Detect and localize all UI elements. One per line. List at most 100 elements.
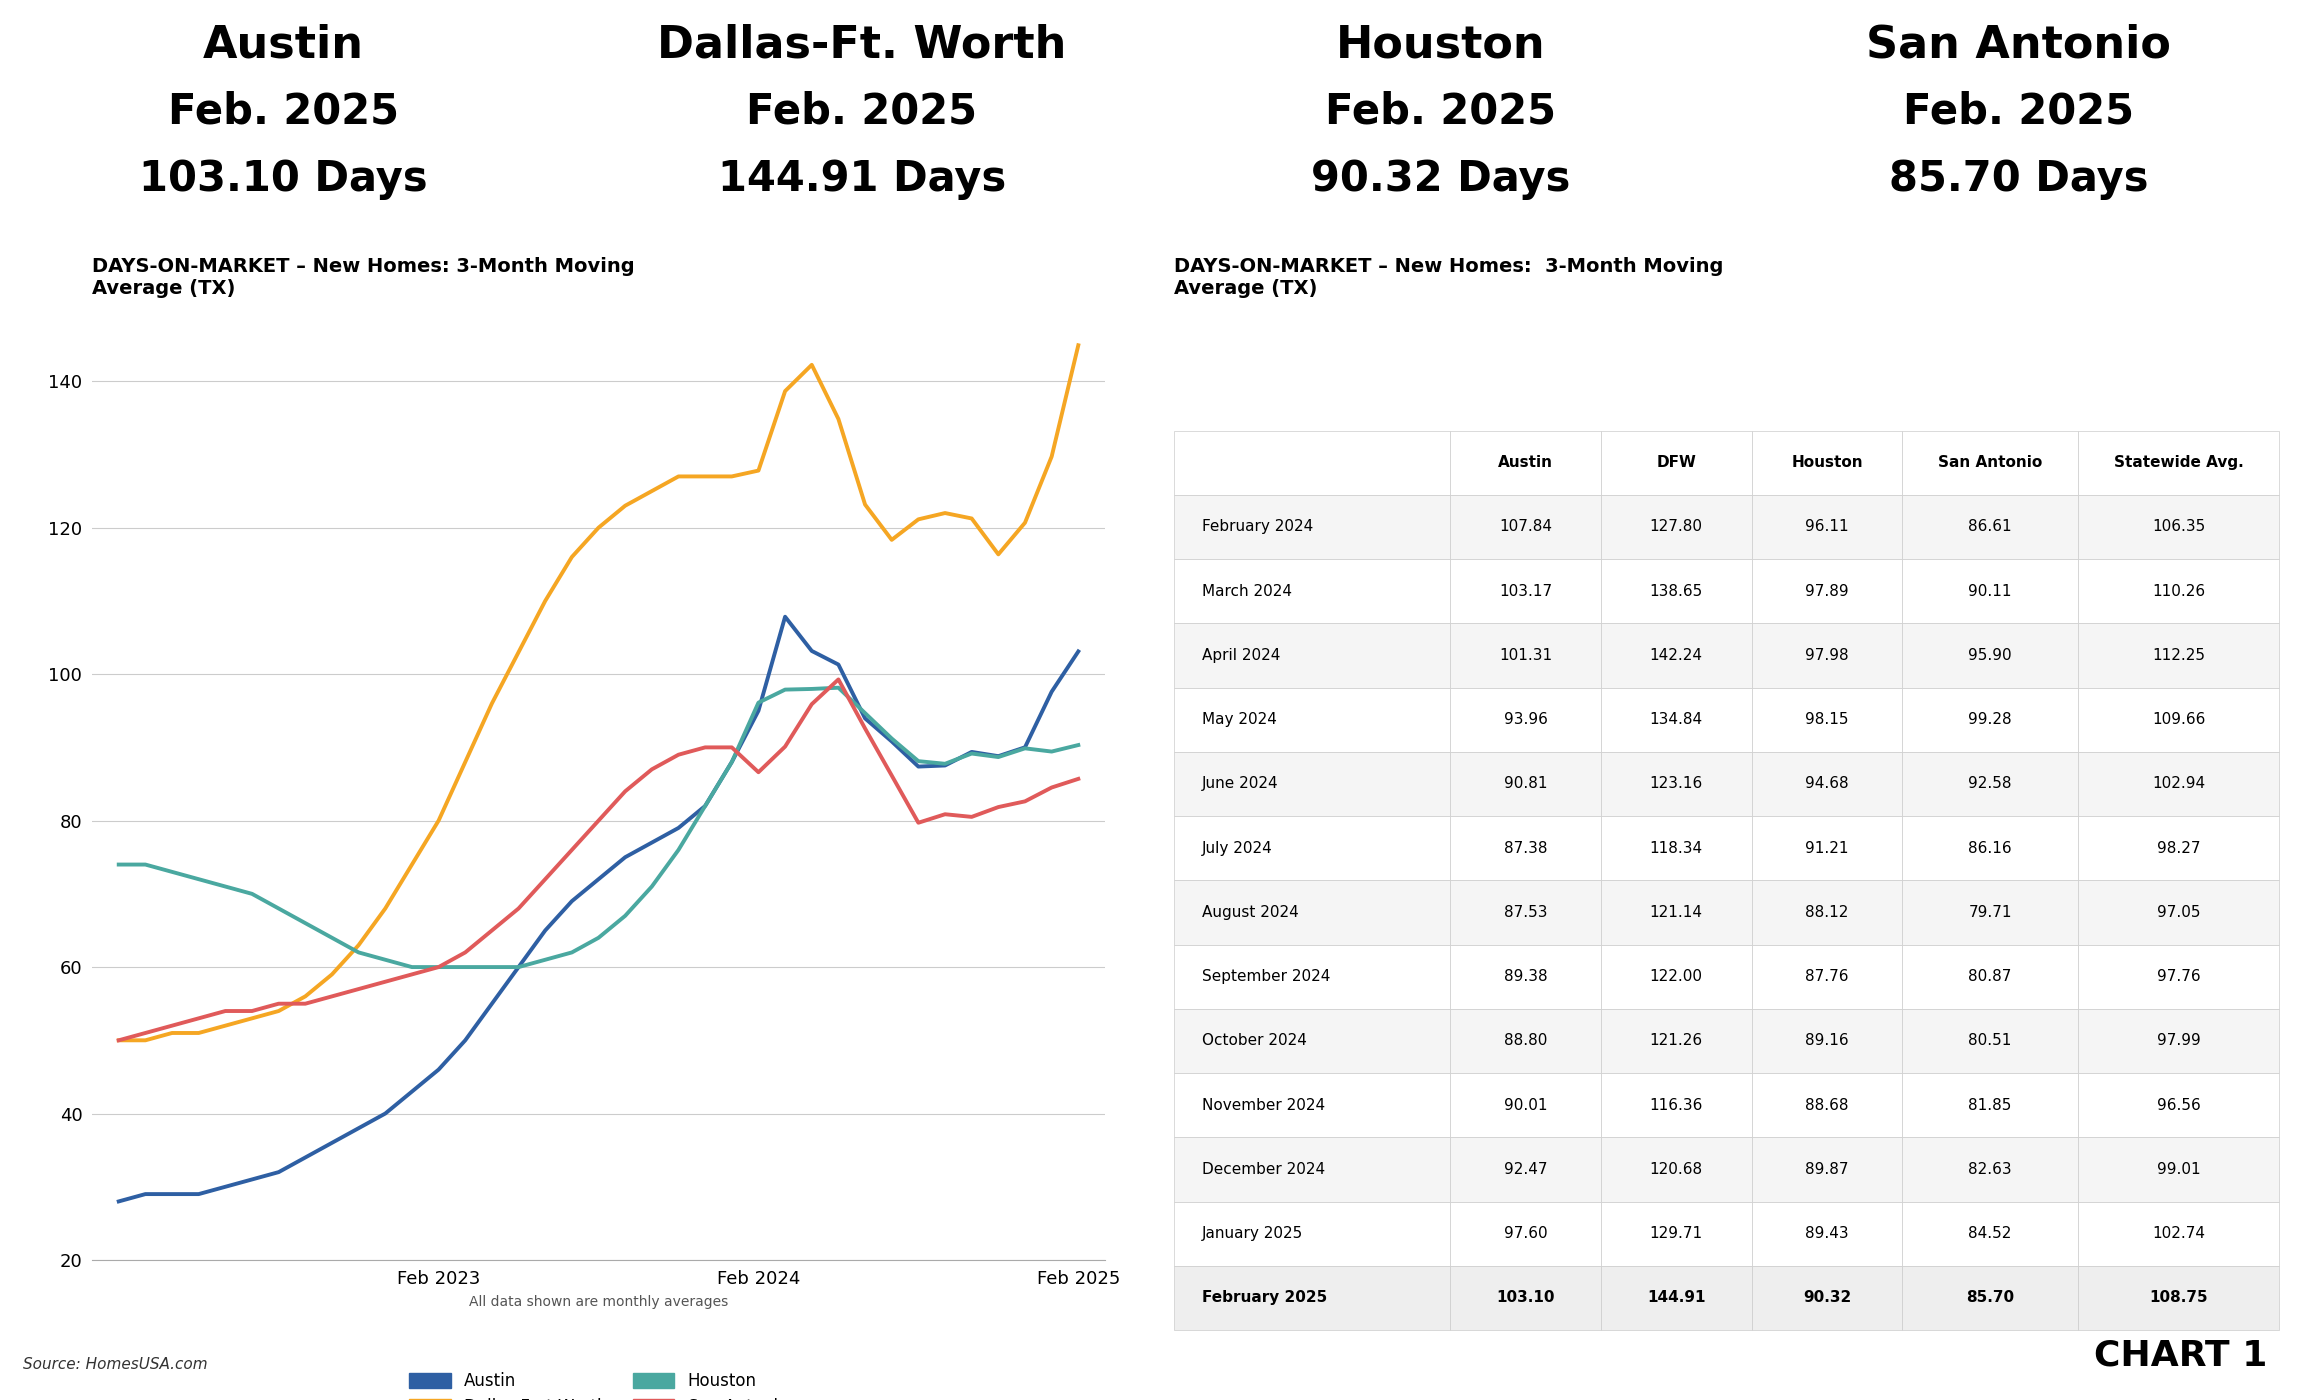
Austin: [237, 1170, 265, 1187]
San Antonio: [184, 1009, 212, 1026]
San Antonio: [638, 762, 665, 778]
Austin: [691, 798, 718, 815]
San Antonio: [159, 1018, 186, 1035]
Austin: [799, 643, 826, 659]
Austin: [905, 759, 932, 776]
Dallas Fort Worth: [585, 519, 612, 536]
Dallas Fort Worth: [398, 857, 426, 874]
Houston: [771, 682, 799, 699]
San Antonio: [212, 1002, 239, 1019]
Houston: [106, 857, 134, 874]
Text: Dallas-Ft. Worth: Dallas-Ft. Worth: [656, 24, 1066, 66]
Austin: [877, 734, 905, 750]
San Antonio: [665, 746, 693, 763]
Houston: [585, 930, 612, 946]
Houston: [345, 944, 373, 960]
Houston: [718, 753, 746, 770]
Austin: [665, 819, 693, 836]
San Antonio: [691, 739, 718, 756]
Dallas Fort Worth: [905, 511, 932, 528]
San Antonio: [345, 980, 373, 997]
Text: San Antonio: San Antonio: [1867, 24, 2171, 66]
San Antonio: [877, 767, 905, 784]
San Antonio: [905, 815, 932, 832]
Austin: [718, 753, 746, 770]
San Antonio: [1038, 780, 1066, 797]
Houston: [159, 864, 186, 881]
San Antonio: [932, 806, 960, 823]
Dallas Fort Worth: [665, 468, 693, 484]
San Antonio: [718, 739, 746, 756]
San Antonio: [744, 764, 771, 781]
Polygon shape: [1314, 241, 1565, 277]
Text: Austin: Austin: [203, 24, 364, 66]
Austin: [184, 1186, 212, 1203]
Austin: [1011, 739, 1038, 756]
Text: DAYS-ON-MARKET – New Homes:  3-Month Moving
Average (TX): DAYS-ON-MARKET – New Homes: 3-Month Movi…: [1174, 258, 1724, 298]
San Antonio: [451, 944, 479, 960]
San Antonio: [958, 808, 985, 825]
Austin: [958, 743, 985, 760]
Houston: [691, 798, 718, 815]
Austin: [985, 748, 1013, 764]
Houston: [985, 749, 1013, 766]
Houston: [479, 959, 506, 976]
Dallas Fort Worth: [451, 753, 479, 770]
Houston: [744, 694, 771, 711]
Austin: [1038, 683, 1066, 700]
Dallas Fort Worth: [877, 532, 905, 549]
Dallas Fort Worth: [532, 592, 559, 609]
San Antonio: [1011, 792, 1038, 809]
Austin: [771, 609, 799, 626]
Text: 144.91 Days: 144.91 Days: [718, 158, 1006, 200]
Houston: [237, 885, 265, 902]
Houston: [877, 731, 905, 748]
Dallas Fort Worth: [1011, 514, 1038, 531]
San Antonio: [479, 923, 506, 939]
Dallas Fort Worth: [371, 900, 398, 917]
Houston: [265, 900, 292, 917]
Austin: [426, 1061, 453, 1078]
Austin: [131, 1186, 159, 1203]
Austin: [932, 757, 960, 774]
Dallas Fort Worth: [691, 468, 718, 484]
Dallas Fort Worth: [131, 1032, 159, 1049]
San Antonio: [532, 871, 559, 888]
Dallas Fort Worth: [744, 462, 771, 479]
Text: CHART 1: CHART 1: [2095, 1338, 2267, 1372]
Austin: [371, 1105, 398, 1121]
Austin: [638, 834, 665, 851]
Austin: [585, 871, 612, 888]
Houston: [318, 930, 345, 946]
Dallas Fort Worth: [159, 1025, 186, 1042]
Austin: [318, 1134, 345, 1151]
Dallas Fort Worth: [184, 1025, 212, 1042]
Text: Feb. 2025: Feb. 2025: [746, 91, 978, 133]
Polygon shape: [1895, 241, 2143, 277]
Dallas Fort Worth: [638, 483, 665, 500]
Austin: [612, 848, 640, 865]
Line: Austin: Austin: [120, 617, 1077, 1201]
Austin: [504, 959, 532, 976]
San Antonio: [852, 720, 879, 736]
Text: 85.70 Days: 85.70 Days: [1890, 158, 2148, 200]
Austin: [398, 1084, 426, 1100]
Houston: [426, 959, 453, 976]
Austin: [106, 1193, 134, 1210]
Dallas Fort Worth: [237, 1009, 265, 1026]
Houston: [958, 745, 985, 762]
Houston: [398, 959, 426, 976]
San Antonio: [1064, 770, 1091, 787]
Austin: [1064, 643, 1091, 659]
Dallas Fort Worth: [799, 357, 826, 374]
San Antonio: [426, 959, 453, 976]
Houston: [1064, 736, 1091, 753]
Text: All data shown are monthly averages: All data shown are monthly averages: [470, 1295, 727, 1309]
Dallas Fort Worth: [985, 546, 1013, 563]
Text: DAYS-ON-MARKET – New Homes: 3-Month Moving
Average (TX): DAYS-ON-MARKET – New Homes: 3-Month Movi…: [92, 258, 635, 298]
Houston: [932, 756, 960, 773]
Legend: Austin, Dallas Fort Worth, Houston, San Antonio: Austin, Dallas Fort Worth, Houston, San …: [403, 1365, 794, 1400]
Houston: [451, 959, 479, 976]
Text: Feb. 2025: Feb. 2025: [1324, 91, 1556, 133]
Houston: [371, 952, 398, 969]
